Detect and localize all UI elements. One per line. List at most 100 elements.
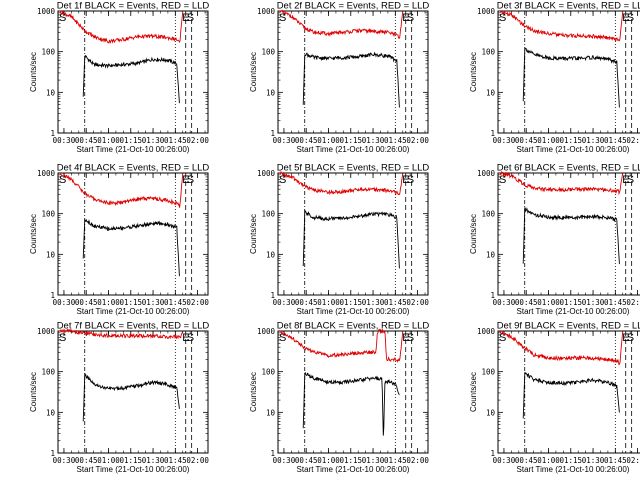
- series-line-lld: [59, 10, 184, 44]
- x-axis-label: Start Time (21-Oct-10 00:26:00): [77, 307, 190, 316]
- series-line-lld: [499, 170, 624, 196]
- plot-frame: [57, 10, 209, 134]
- y-tick-label: 1: [50, 449, 55, 458]
- chart-title: Det 1f BLACK = Events, RED = LLD: [57, 1, 210, 12]
- y-axis: 1 10 100 1000: [37, 327, 208, 458]
- y-tick-label: 10: [46, 250, 56, 259]
- x-tick-label: 01:30: [362, 136, 385, 145]
- x-tick-label: 01:00: [317, 136, 340, 145]
- x-tick-label: 02:00: [186, 456, 209, 465]
- series-line-events: [82, 54, 180, 104]
- y-tick-label: 1000: [477, 169, 496, 178]
- y-axis: 1 10 100 1000: [477, 327, 503, 458]
- chart-title: Det 7f BLACK = Events, RED = LLD: [57, 321, 210, 332]
- series-line-lld: [279, 170, 404, 196]
- x-tick-label: 00:45: [75, 298, 98, 307]
- y-tick-label: 1: [50, 129, 55, 138]
- y-tick-label: 1000: [257, 7, 276, 16]
- y-tick-label: 1: [490, 449, 495, 458]
- x-tick-label: 00:30: [53, 298, 76, 307]
- x-tick-label: 00:45: [515, 298, 538, 307]
- x-tick-label: 02:00: [626, 136, 640, 145]
- chart-panel-3: Det 3f BLACK = Events, RED = LLD 1 10 100 10…: [469, 1, 640, 154]
- y-axis: 1 10 100 1000: [477, 7, 503, 138]
- y-axis-label: Counts/sec: [29, 214, 38, 254]
- y-tick-label: 100: [481, 210, 495, 219]
- x-tick-label: 01:30: [582, 456, 605, 465]
- series-line-events: [302, 208, 400, 269]
- x-tick-label: 00:30: [493, 298, 516, 307]
- marker-label-e: E: [182, 12, 189, 24]
- chart-title: Det 5f BLACK = Events, RED = LLD: [277, 163, 430, 174]
- y-tick-label: 1000: [37, 7, 56, 16]
- y-axis-label: Counts/sec: [29, 372, 38, 412]
- marker-label-e: E: [402, 174, 409, 186]
- y-tick-label: 100: [481, 368, 495, 377]
- x-tick-label: 01:15: [339, 456, 362, 465]
- x-tick-label: 00:45: [295, 298, 318, 307]
- series-line-lld: [279, 9, 404, 39]
- y-axis: 1 10 100 1000: [477, 169, 503, 300]
- chart-panel-2: Det 2f BLACK = Events, RED = LLD 1 10 100 10…: [249, 1, 429, 155]
- x-tick-label: 00:45: [515, 136, 538, 145]
- y-tick-label: 1000: [257, 169, 276, 178]
- plot-frame: [497, 172, 640, 296]
- marker-label-s: S: [499, 174, 506, 186]
- x-tick-label: 00:30: [53, 136, 76, 145]
- y-axis: 1 10 100 1000: [257, 7, 428, 138]
- marker-label-e: E: [402, 12, 409, 24]
- marker-label-s: S: [499, 332, 506, 344]
- series-line-lld: [499, 330, 624, 366]
- reference-lines: [84, 11, 193, 133]
- x-tick-label: 00:30: [273, 456, 296, 465]
- x-tick-label: 01:30: [142, 136, 165, 145]
- marker-label-s: S: [627, 12, 634, 24]
- x-tick-label: 01:30: [142, 298, 165, 307]
- x-tick-label: 01:30: [142, 456, 165, 465]
- x-tick-label: 02:00: [406, 136, 429, 145]
- y-tick-label: 100: [41, 48, 55, 57]
- x-tick-label: 00:45: [295, 136, 318, 145]
- chart-title: Det 6f BLACK = Events, RED = LLD: [497, 163, 640, 174]
- x-tick-label: 01:45: [384, 136, 407, 145]
- x-tick-label: 00:30: [273, 298, 296, 307]
- y-tick-label: 100: [481, 48, 495, 57]
- marker-label-s: S: [499, 12, 506, 24]
- series-line-lld: [59, 172, 184, 208]
- marker-label-s: S: [627, 332, 634, 344]
- marker-label-s: S: [279, 12, 286, 24]
- x-tick-label: 01:45: [604, 136, 627, 145]
- x-axis-label: Start Time (21-Oct-10 00:26:00): [297, 145, 410, 154]
- y-axis-label: Counts/sec: [249, 372, 258, 412]
- y-axis-label: Counts/sec: [469, 52, 478, 92]
- y-axis: 1 10 100 1000: [257, 169, 428, 300]
- x-tick-label: 01:00: [317, 456, 340, 465]
- y-tick-label: 1000: [37, 169, 56, 178]
- y-axis-label: Counts/sec: [469, 214, 478, 254]
- chart-panel-8: Det 8f BLACK = Events, RED = LLD 1 10 100 10…: [249, 321, 429, 475]
- series-line-events: [302, 371, 400, 436]
- x-tick-label: 01:15: [339, 136, 362, 145]
- x-tick-label: 01:00: [97, 456, 120, 465]
- series-line-lld: [279, 328, 404, 363]
- x-tick-label: 00:45: [75, 136, 98, 145]
- y-tick-label: 10: [486, 408, 496, 417]
- x-axis-label: Start Time (21-Oct-10 00:26:00): [517, 307, 630, 316]
- reference-lines: [84, 331, 193, 453]
- x-tick-label: 00:30: [53, 456, 76, 465]
- x-tick-label: 01:45: [604, 456, 627, 465]
- y-tick-label: 10: [266, 88, 276, 97]
- marker-label-s: S: [59, 174, 66, 186]
- x-tick-label: 01:45: [164, 456, 187, 465]
- x-tick-label: 01:15: [339, 298, 362, 307]
- x-axis-label: Start Time (21-Oct-10 00:26:00): [517, 145, 630, 154]
- series-line-events: [522, 371, 620, 419]
- y-tick-label: 100: [41, 210, 55, 219]
